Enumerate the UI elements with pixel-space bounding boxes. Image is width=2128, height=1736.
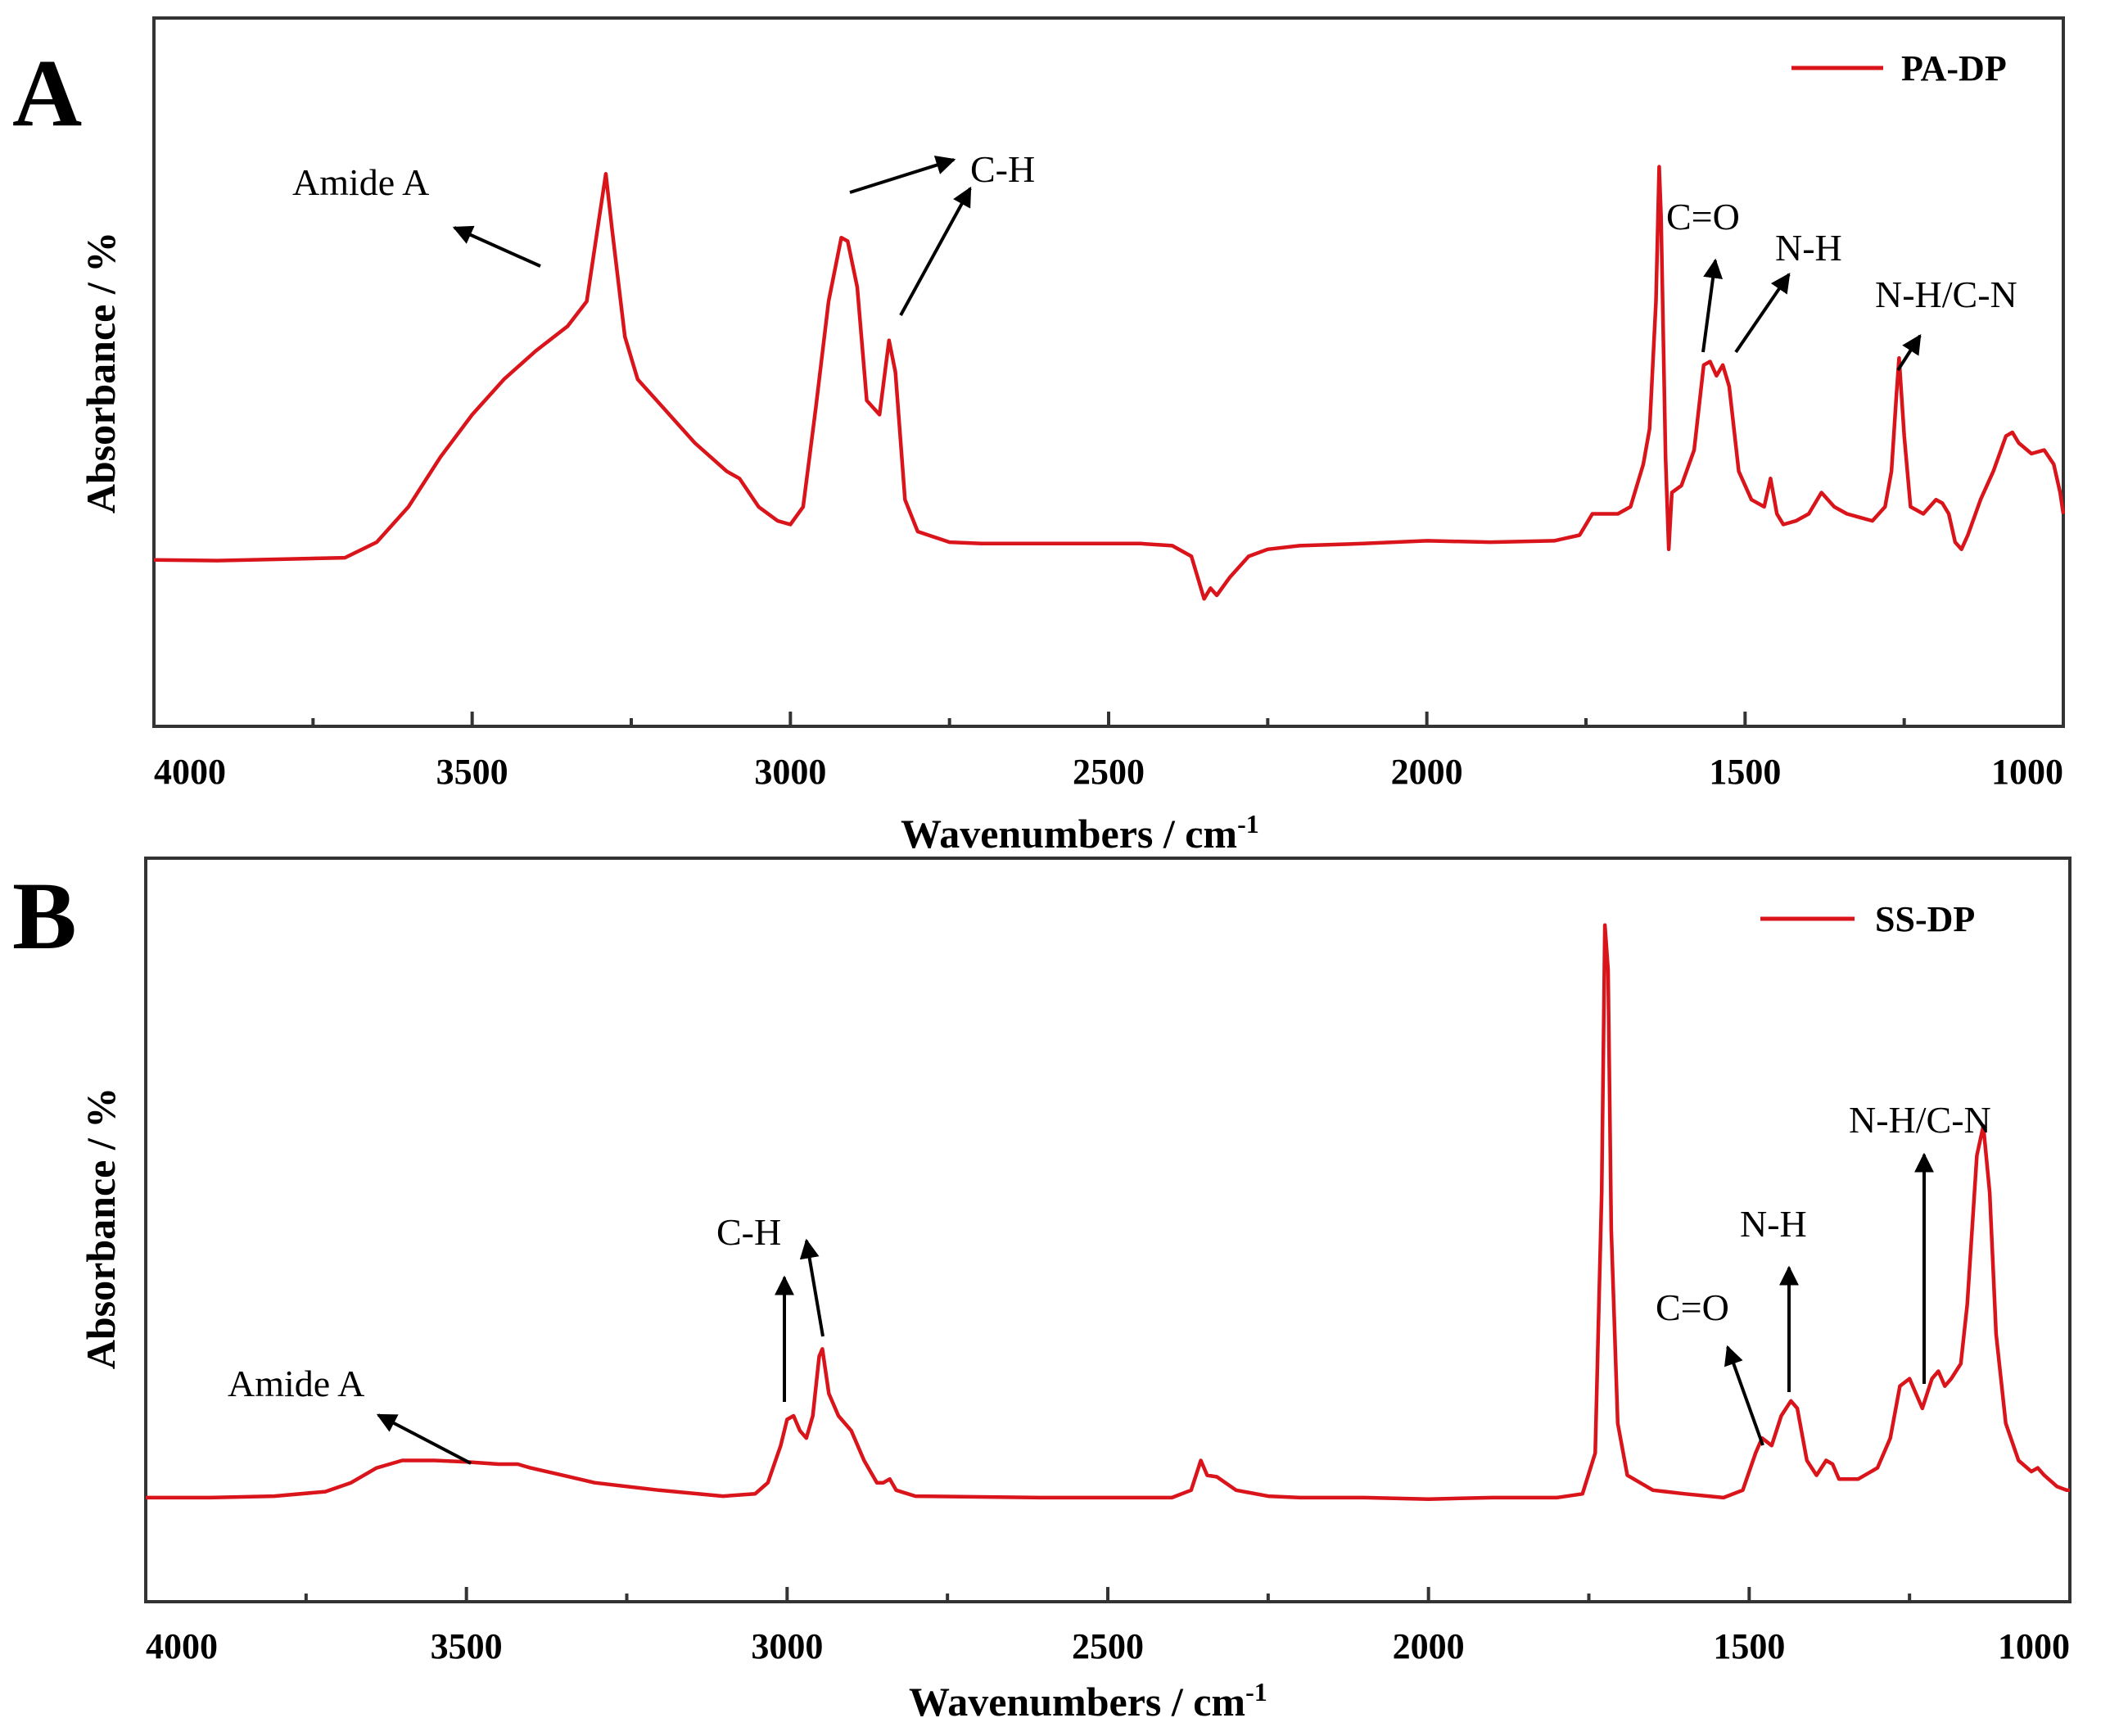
annotation-n-h-c-n-b: N-H/C-N — [1849, 1099, 1991, 1141]
x-axis-title-a-text: Wavenumbers / cm — [901, 811, 1237, 857]
x-tick-label-b-2000: 2000 — [1393, 1626, 1465, 1666]
panel-letter-b: B — [12, 862, 77, 970]
legend-label-ss-dp: SS-DP — [1875, 899, 1975, 939]
arrow-c-h-b-2 — [799, 1238, 825, 1337]
x-axis-title-b-text: Wavenumbers / cm — [909, 1679, 1245, 1725]
annotation-n-h-a: N-H — [1775, 227, 1842, 269]
x-tick-labels-a: 4000 3500 3000 2500 2000 1500 1000 — [154, 752, 2063, 792]
annotation-n-h-c-n-a: N-H/C-N — [1875, 274, 2017, 315]
y-axis-title-b: Absorbance / % — [78, 1087, 124, 1369]
x-ticks-a — [152, 712, 2065, 726]
arrow-n-h-c-n-a — [1896, 333, 1922, 372]
arrow-amide-a-b — [376, 1413, 472, 1465]
x-tick-labels-b: 4000 3500 3000 2500 2000 1500 1000 — [146, 1626, 2070, 1666]
annotation-amide-a-a: Amide A — [292, 161, 429, 203]
panel-a: A 4000 3500 3000 2500 2000 1500 1000 PA-DP Wav… — [12, 16, 2066, 857]
x-tick-label-b-2500: 2500 — [1072, 1626, 1144, 1666]
x-tick-label-a-1000: 1000 — [1991, 752, 2063, 792]
x-axis-title-a: Wavenumbers / cm-1 — [901, 809, 1259, 857]
annotation-c-h-b: C-H — [716, 1211, 781, 1253]
x-tick-label-a-2500: 2500 — [1073, 752, 1145, 792]
spectrum-line-ss-dp — [146, 923, 2070, 1501]
legend-label-pa-dp: PA-DP — [1901, 48, 2007, 88]
arrow-n-h-a — [1734, 273, 1791, 354]
x-tick-label-a-3500: 3500 — [436, 752, 508, 792]
annotation-c-o-b: C=O — [1656, 1286, 1729, 1328]
arrow-amide-a-a — [452, 225, 541, 268]
y-axis-title-a: Absorbance / % — [78, 232, 124, 513]
x-tick-label-b-1500: 1500 — [1713, 1626, 1785, 1666]
x-axis-title-a-sup: -1 — [1237, 809, 1259, 839]
plot-frame-a — [152, 16, 2065, 728]
x-axis-title-b: Wavenumbers / cm-1 — [909, 1677, 1267, 1725]
x-tick-label-a-4000: 4000 — [154, 752, 226, 792]
annotation-amide-a-b: Amide A — [228, 1363, 364, 1404]
x-tick-label-a-2000: 2000 — [1391, 752, 1463, 792]
arrow-c-o-a — [1701, 258, 1724, 353]
arrow-c-h-a-2 — [899, 186, 972, 316]
x-tick-label-a-1500: 1500 — [1709, 752, 1781, 792]
annotation-c-h-a: C-H — [970, 148, 1035, 190]
x-axis-title-b-sup: -1 — [1245, 1677, 1267, 1707]
annotation-c-o-a: C=O — [1666, 196, 1740, 237]
annotation-n-h-b: N-H — [1740, 1203, 1807, 1245]
arrow-c-h-a-1 — [849, 156, 956, 194]
panel-letter-a: A — [12, 39, 82, 147]
x-tick-label-b-1000: 1000 — [1998, 1626, 2070, 1666]
x-ticks-b — [144, 1587, 2072, 1602]
x-tick-label-b-4000: 4000 — [146, 1626, 218, 1666]
arrow-c-o-b — [1724, 1345, 1764, 1446]
x-tick-label-a-3000: 3000 — [754, 752, 826, 792]
x-tick-label-b-3000: 3000 — [751, 1626, 823, 1666]
panel-b: B 4000 3500 3000 2500 2000 1500 1000 SS-DP Wav… — [12, 857, 2072, 1725]
x-tick-label-b-3500: 3500 — [431, 1626, 503, 1666]
spectrum-line-pa-dp — [153, 165, 2066, 601]
